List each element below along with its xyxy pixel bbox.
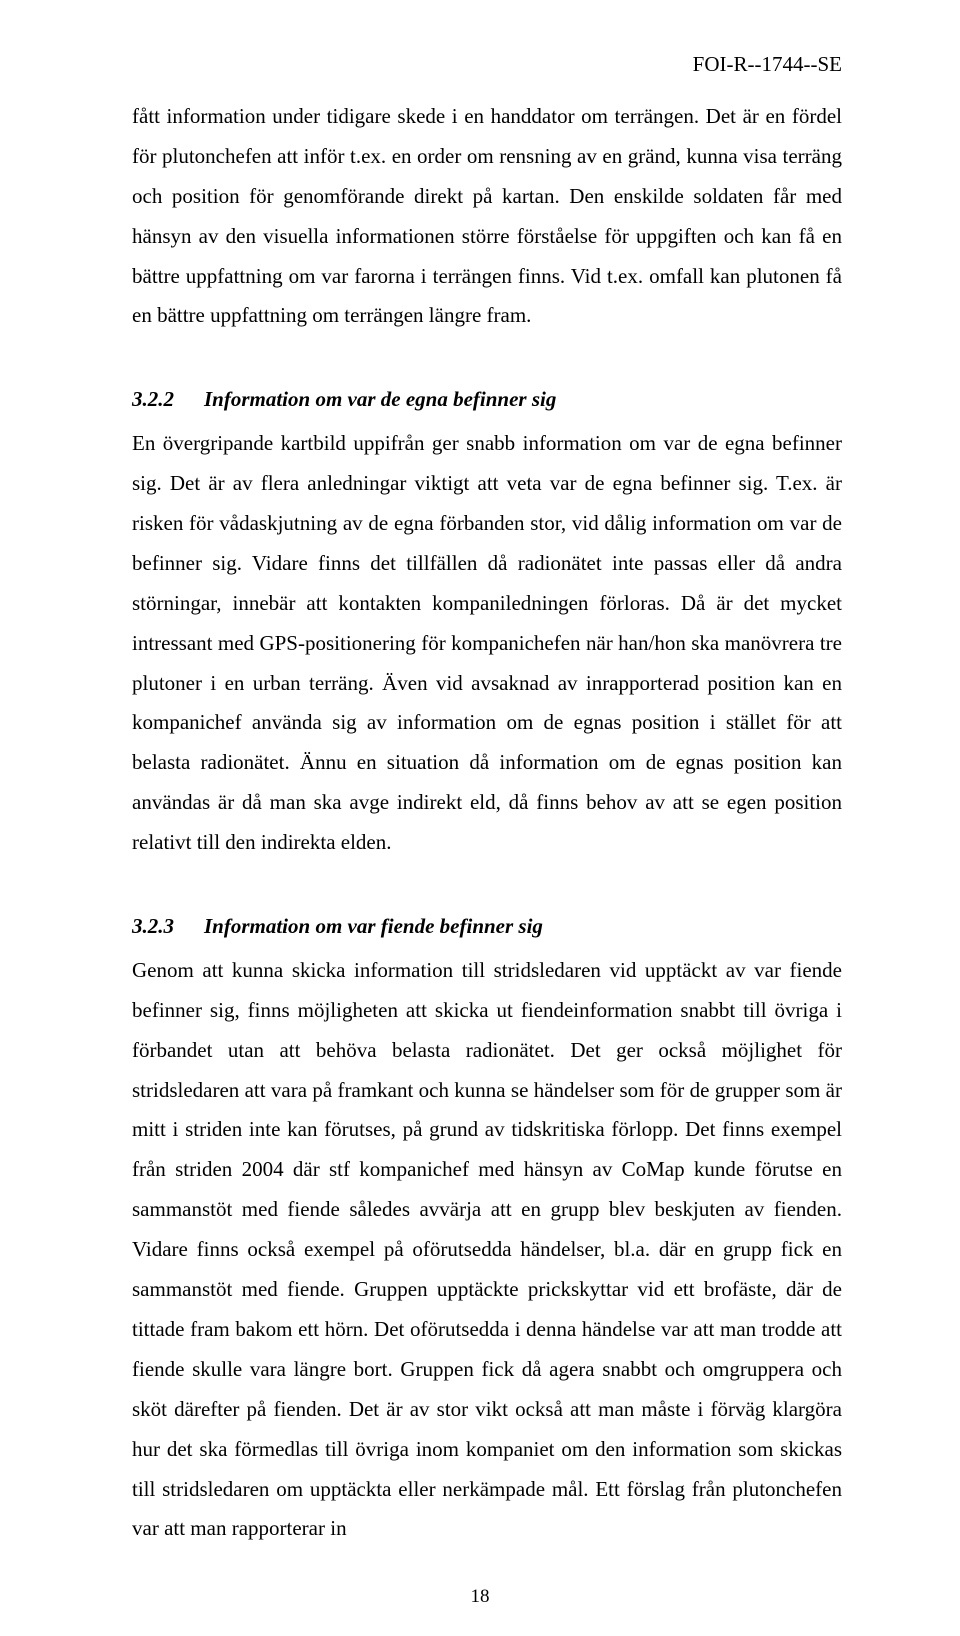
section-spacer [132,336,842,380]
subheading-number: 3.2.3 [132,907,204,947]
paragraph-3-2-3: Genom att kunna skicka information till … [132,951,842,1549]
header-doc-id: FOI-R--1744--SE [132,52,842,77]
document-page: FOI-R--1744--SE fått information under t… [0,0,960,1636]
paragraph-lead: fått information under tidigare skede i … [132,97,842,336]
page-number: 18 [0,1586,960,1608]
subheading-number: 3.2.2 [132,380,204,420]
subheading-title: Information om var fiende befinner sig [204,914,543,938]
paragraph-3-2-2: En övergripande kartbild uppifrån ger sn… [132,424,842,863]
subheading-3-2-3: 3.2.3Information om var fiende befinner … [132,907,842,947]
subheading-3-2-2: 3.2.2Information om var de egna befinner… [132,380,842,420]
section-spacer [132,863,842,907]
subheading-title: Information om var de egna befinner sig [204,387,556,411]
